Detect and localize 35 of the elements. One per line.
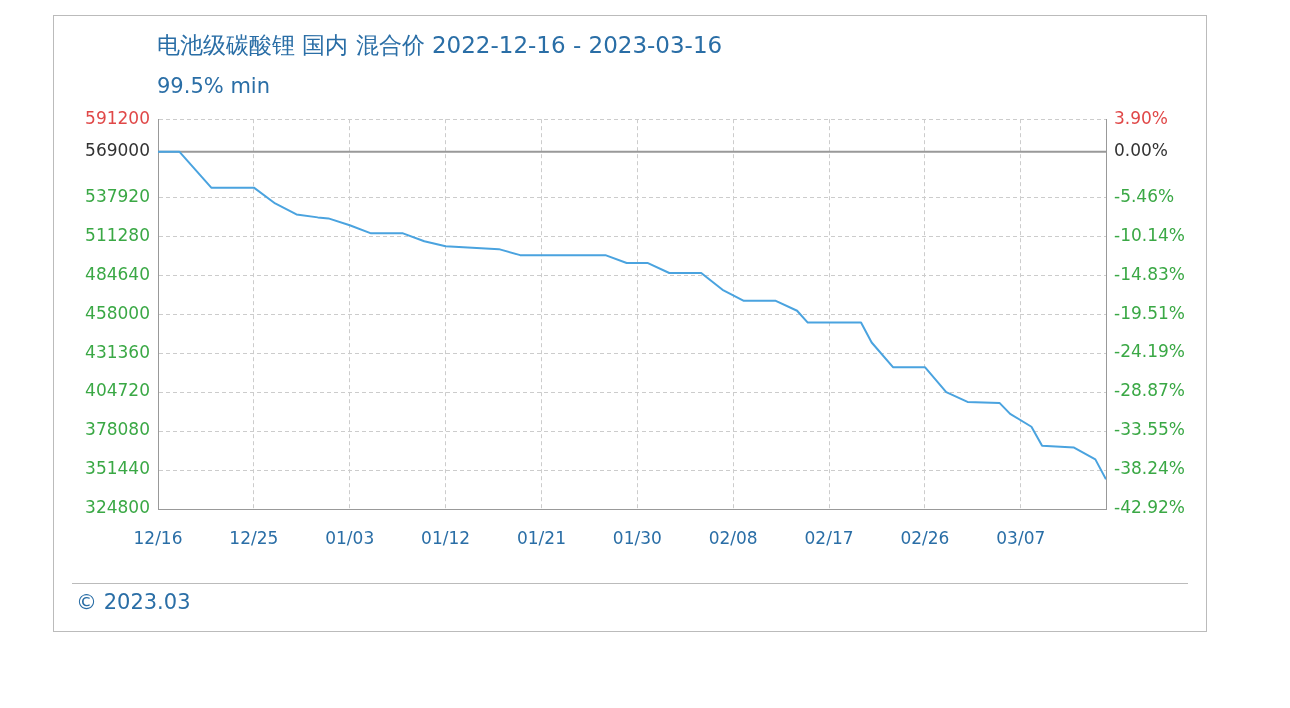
y-tick-label: 458000: [85, 302, 150, 323]
y2-tick-label: -38.24%: [1114, 458, 1185, 479]
y2-tick-label: -5.46%: [1114, 185, 1175, 206]
y2-tick-label: -24.19%: [1114, 341, 1185, 362]
x-tick-label: 01/21: [516, 527, 566, 548]
x-tick-label: 02/08: [708, 527, 758, 548]
x-tick-label: 12/25: [229, 527, 279, 548]
y2-tick-label: -14.83%: [1114, 263, 1185, 284]
x-tick-label: 02/26: [900, 527, 950, 548]
y-tick-label: 404720: [85, 380, 150, 401]
y2-tick-label: -10.14%: [1114, 224, 1185, 245]
x-tick-label: 01/30: [612, 527, 662, 548]
chart-subtitle: 99.5% min: [157, 74, 270, 98]
x-tick-label: 01/03: [325, 527, 375, 548]
y-tick-label: 569000: [85, 140, 150, 161]
x-tick-label: 01/12: [421, 527, 471, 548]
y2-tick-label: -42.92%: [1114, 497, 1185, 518]
y-tick-label: 431360: [85, 341, 150, 362]
y-tick-label: 591200: [85, 107, 150, 128]
y-tick-label: 511280: [85, 224, 150, 245]
y-tick-label: 484640: [85, 263, 150, 284]
y2-tick-label: -33.55%: [1114, 419, 1185, 440]
chart-title: 电池级碳酸锂 国内 混合价 2022-12-16 - 2023-03-16: [157, 31, 723, 60]
y2-tick-label: -19.51%: [1114, 302, 1185, 323]
x-tick-label: 02/17: [804, 527, 854, 548]
x-tick-label: 12/16: [133, 527, 183, 548]
y-tick-label: 378080: [85, 419, 150, 440]
text: © 2023.03: [76, 590, 191, 614]
y2-tick-label: 3.90%: [1114, 107, 1169, 128]
y-tick-label: 537920: [85, 185, 150, 206]
x-tick-label: 03/07: [996, 527, 1046, 548]
y-tick-label: 351440: [85, 458, 150, 479]
y-tick-label: 324800: [85, 497, 150, 518]
y2-tick-label: -28.87%: [1114, 380, 1185, 401]
y2-tick-label: 0.00%: [1114, 140, 1169, 161]
